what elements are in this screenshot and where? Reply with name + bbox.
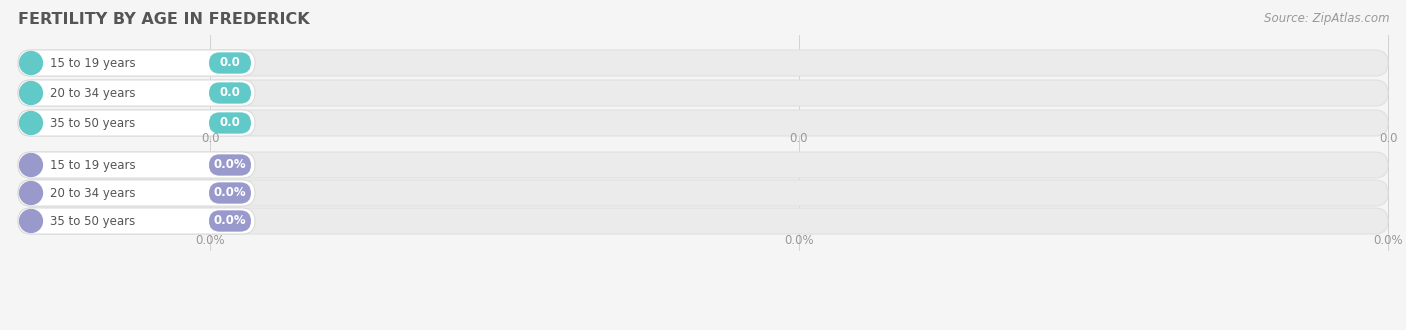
Text: 15 to 19 years: 15 to 19 years — [51, 158, 135, 172]
Circle shape — [20, 82, 42, 104]
Text: Source: ZipAtlas.com: Source: ZipAtlas.com — [1264, 12, 1391, 25]
Text: FERTILITY BY AGE IN FREDERICK: FERTILITY BY AGE IN FREDERICK — [18, 12, 309, 27]
Text: 35 to 50 years: 35 to 50 years — [51, 214, 135, 227]
FancyBboxPatch shape — [18, 152, 1388, 178]
Text: 35 to 50 years: 35 to 50 years — [51, 116, 135, 129]
Text: 0.0: 0.0 — [1379, 131, 1398, 145]
Circle shape — [20, 210, 42, 232]
Text: 0.0%: 0.0% — [1374, 234, 1403, 247]
FancyBboxPatch shape — [18, 80, 254, 106]
Text: 15 to 19 years: 15 to 19 years — [51, 56, 135, 70]
Text: 0.0: 0.0 — [219, 116, 240, 129]
FancyBboxPatch shape — [209, 52, 252, 74]
FancyBboxPatch shape — [18, 152, 254, 178]
FancyBboxPatch shape — [209, 154, 252, 176]
Text: 0.0%: 0.0% — [195, 234, 225, 247]
FancyBboxPatch shape — [209, 82, 252, 104]
Text: 0.0: 0.0 — [790, 131, 808, 145]
Text: 20 to 34 years: 20 to 34 years — [51, 186, 135, 200]
Text: 0.0: 0.0 — [219, 86, 240, 100]
FancyBboxPatch shape — [18, 80, 1388, 106]
Text: 0.0: 0.0 — [219, 56, 240, 70]
FancyBboxPatch shape — [209, 112, 252, 134]
FancyBboxPatch shape — [18, 50, 1388, 76]
Text: 0.0%: 0.0% — [214, 186, 246, 200]
FancyBboxPatch shape — [209, 210, 252, 232]
FancyBboxPatch shape — [18, 208, 1388, 234]
Text: 20 to 34 years: 20 to 34 years — [51, 86, 135, 100]
FancyBboxPatch shape — [18, 180, 1388, 206]
Circle shape — [20, 112, 42, 134]
Text: 0.0%: 0.0% — [214, 158, 246, 172]
Circle shape — [20, 51, 42, 75]
Text: 0.0: 0.0 — [201, 131, 219, 145]
FancyBboxPatch shape — [18, 208, 254, 234]
FancyBboxPatch shape — [18, 110, 1388, 136]
Circle shape — [20, 182, 42, 205]
FancyBboxPatch shape — [18, 50, 254, 76]
Text: 0.0%: 0.0% — [785, 234, 814, 247]
FancyBboxPatch shape — [209, 182, 252, 204]
Circle shape — [20, 153, 42, 177]
FancyBboxPatch shape — [18, 110, 254, 136]
FancyBboxPatch shape — [18, 180, 254, 206]
Text: 0.0%: 0.0% — [214, 214, 246, 227]
